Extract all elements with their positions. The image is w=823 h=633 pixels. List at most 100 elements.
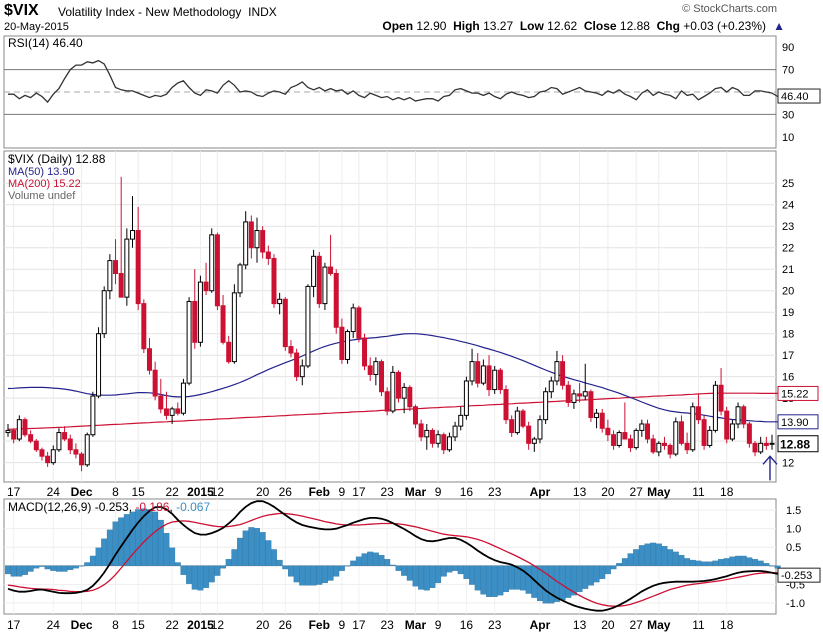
open-label: Open — [382, 19, 414, 33]
macd-legend-name: MACD(12,26,9) — [8, 500, 95, 514]
macd-histogram-bar — [271, 549, 277, 566]
x-axis-label: 27 — [629, 485, 643, 499]
macd-histogram-bar — [61, 565, 68, 572]
macd-histogram-bar — [231, 549, 238, 566]
candle-body — [254, 230, 260, 249]
high-label: High — [453, 19, 480, 33]
brand-watermark: © StockCharts.com — [682, 3, 777, 15]
macd-histogram-bar — [689, 559, 696, 566]
candle-body — [735, 406, 741, 425]
ma200-value-label: 15.22 — [781, 388, 809, 400]
macd-x-axis-label: 12 — [211, 618, 225, 632]
candle-body — [486, 365, 492, 391]
candle-body — [73, 449, 79, 455]
candle-body — [514, 410, 520, 434]
macd-histogram-bar — [621, 558, 628, 566]
macd-histogram-bar — [220, 565, 227, 569]
candle-body — [322, 266, 328, 305]
candle-body — [22, 419, 28, 436]
macd-histogram-bar — [740, 555, 747, 566]
macd-histogram-bar — [197, 565, 204, 591]
macd-histogram-bar — [355, 556, 362, 566]
macd-histogram-bar — [293, 565, 300, 583]
macd-histogram-bar — [304, 565, 311, 586]
candle-body — [384, 391, 390, 412]
candle-body — [475, 361, 481, 384]
candle-body — [5, 429, 11, 434]
macd-histogram-bar — [667, 549, 674, 566]
macd-legend-hist: -0.067 — [176, 500, 210, 514]
candle-body — [577, 393, 583, 397]
macd-histogram-bar — [321, 565, 328, 584]
macd-x-axis-label: 26 — [279, 618, 293, 632]
macd-histogram-bar — [367, 551, 374, 566]
macd-x-axis-label: 9 — [339, 618, 346, 632]
price-legend-ma50: MA(50) 13.90 — [8, 166, 75, 178]
macd-histogram-bar — [67, 565, 74, 571]
macd-histogram-bar — [101, 538, 108, 566]
rsi-tick-label: 30 — [782, 109, 794, 121]
ma200-value-box — [777, 385, 819, 401]
macd-x-axis-label: 13 — [573, 618, 587, 632]
candle-body — [294, 352, 300, 378]
candle-body — [492, 369, 498, 391]
macd-histogram-bar — [242, 530, 249, 566]
macd-histogram-bar — [186, 565, 193, 584]
candle-body — [401, 386, 407, 399]
macd-histogram-bar — [565, 565, 572, 598]
x-axis-label: 8 — [112, 485, 119, 499]
x-axis-label: 13 — [573, 485, 587, 499]
macd-histogram-bar — [627, 553, 634, 566]
rsi-tick-label: 70 — [782, 65, 794, 77]
macd-histogram-bar — [169, 547, 176, 566]
candle-body — [28, 434, 34, 442]
candle-body — [62, 432, 68, 440]
macd-histogram-bar — [316, 565, 323, 585]
candle-body — [214, 234, 220, 307]
macd-histogram-bar — [735, 555, 742, 566]
candle-body — [480, 365, 486, 384]
candle-body — [656, 442, 662, 453]
macd-histogram-bar — [344, 565, 351, 567]
macd-tick-label: -1.0 — [786, 598, 805, 610]
close-label: Close — [583, 19, 617, 33]
candle-body — [84, 434, 90, 466]
ma50-line — [7, 333, 778, 423]
arrow-up-icon — [762, 455, 778, 481]
macd-x-axis-label: 20 — [256, 618, 270, 632]
x-axis-label: 12 — [211, 485, 225, 499]
macd-x-axis-label: 23 — [380, 618, 394, 632]
macd-histogram-bar — [763, 563, 770, 566]
macd-histogram-bar — [701, 561, 708, 566]
macd-histogram-bar — [678, 555, 685, 566]
low-value: 12.62 — [547, 19, 578, 33]
candle-body — [367, 365, 373, 376]
macd-histogram-bar — [446, 565, 453, 573]
price-tick-label: 23 — [782, 221, 794, 233]
candle-body — [186, 300, 192, 384]
macd-histogram-bar — [310, 565, 317, 586]
candle-body — [616, 432, 622, 446]
candle-body — [248, 221, 254, 249]
macd-histogram-bar — [599, 565, 606, 579]
macd-histogram-bar — [350, 560, 357, 566]
candle-body — [628, 438, 634, 449]
x-axis-label: 9 — [339, 485, 346, 499]
macd-histogram-bar — [395, 565, 402, 571]
candle-body — [180, 382, 186, 414]
macd-histogram-bar — [372, 552, 379, 566]
candle-body — [565, 384, 571, 403]
candle-body — [594, 412, 600, 419]
candle-body — [758, 442, 764, 453]
macd-x-axis-label: 23 — [488, 618, 502, 632]
close-value-label: 12.88 — [780, 438, 810, 452]
macd-histogram-bar — [706, 561, 713, 566]
x-axis-label: 20 — [256, 485, 270, 499]
macd-histogram-bar — [282, 565, 289, 570]
candle-body — [175, 408, 181, 414]
macd-tick-label: 1.5 — [786, 505, 801, 517]
macd-histogram-bar — [593, 565, 600, 583]
candle-body — [446, 436, 452, 451]
candle-body — [333, 273, 339, 328]
price-tick-label: 21 — [782, 264, 794, 276]
